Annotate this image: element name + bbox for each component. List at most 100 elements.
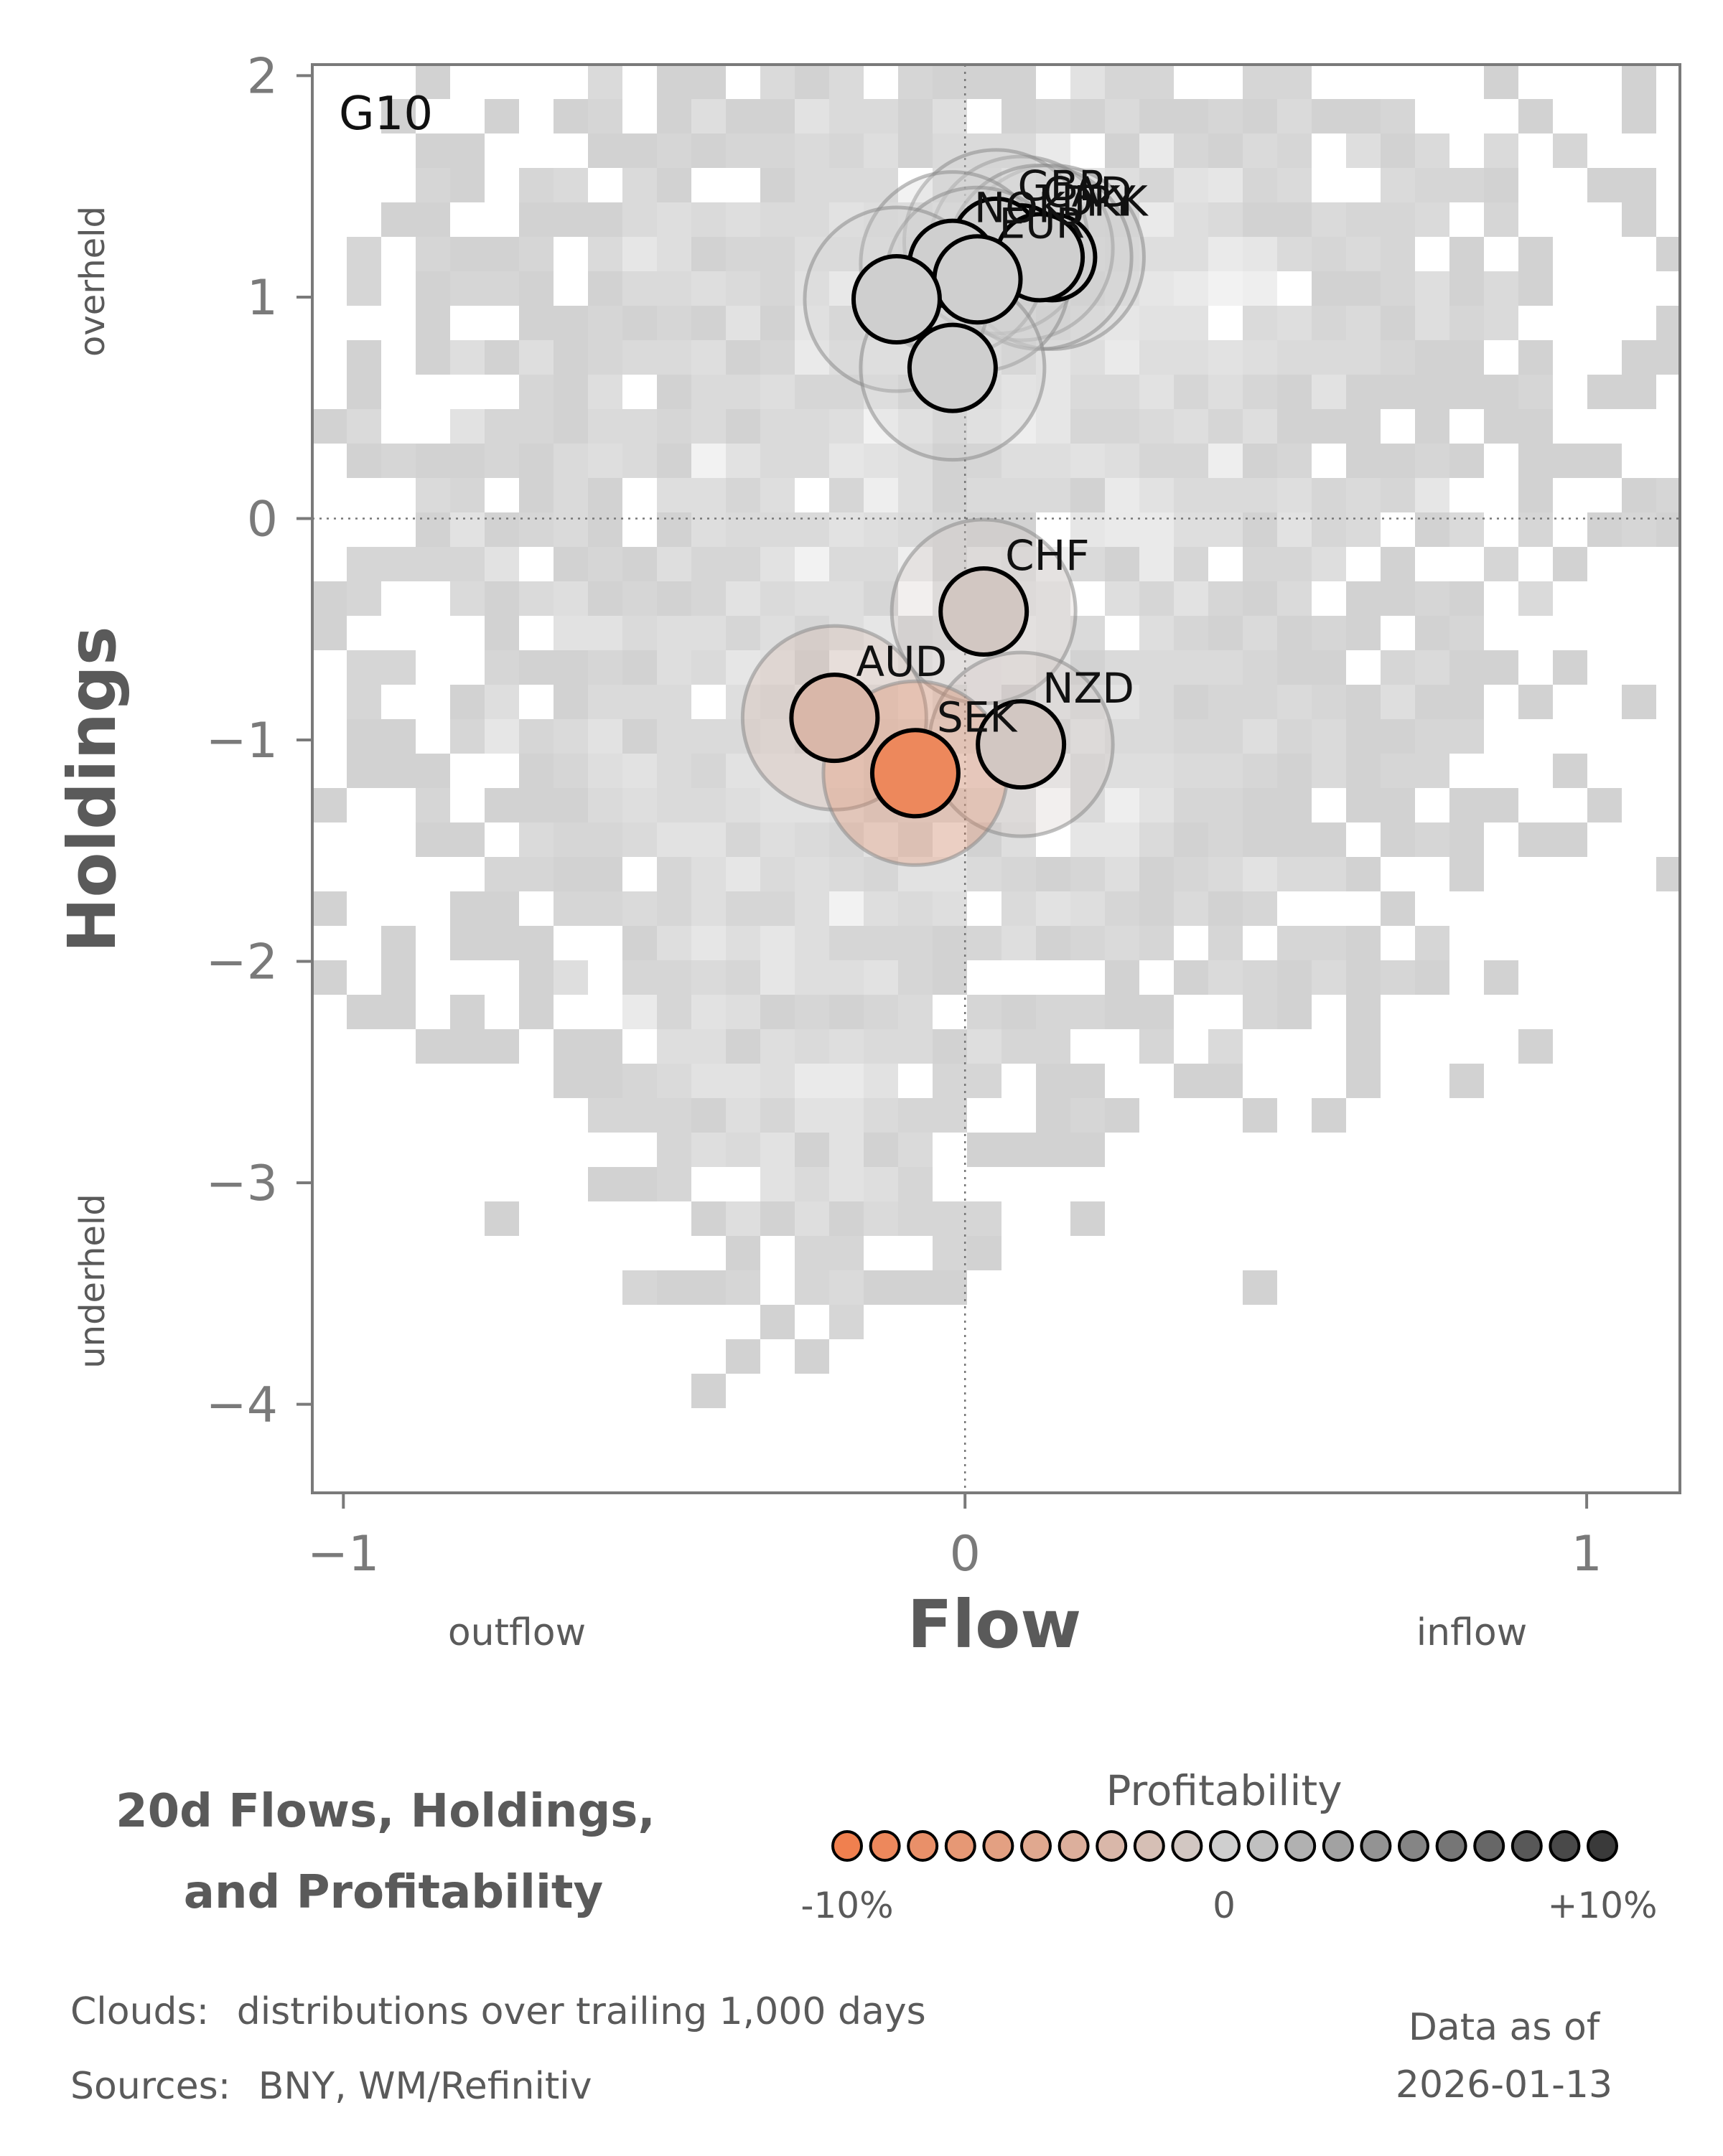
point-unlabeled-7[interactable] <box>907 322 998 413</box>
cloud-cell-461 <box>760 581 795 616</box>
cloud-cell-320 <box>1415 409 1449 444</box>
cloud-cell-753 <box>795 926 829 960</box>
cloud-cell-458 <box>657 581 691 616</box>
cloud-cell-234 <box>726 340 760 375</box>
cloud-cell-372 <box>1001 478 1036 512</box>
cloud-cell-17 <box>1622 65 1656 99</box>
cloud-cell-378 <box>1208 478 1243 512</box>
cloud-layer <box>312 65 1680 1408</box>
cloud-cell-804 <box>864 995 898 1029</box>
cloud-cell-626 <box>1243 754 1277 788</box>
point-eur[interactable] <box>932 234 1023 325</box>
cloud-cell-50 <box>691 133 726 168</box>
cloud-cell-470 <box>1139 581 1174 616</box>
cloud-cell-445 <box>1277 547 1312 581</box>
cloud-cell-2 <box>657 65 691 99</box>
point-unlabeled-6[interactable] <box>851 254 942 345</box>
cloud-cell-547 <box>760 685 795 719</box>
cloud-cell-217 <box>1312 306 1346 340</box>
cloud-cell-442 <box>1139 547 1174 581</box>
cloud-cell-249 <box>1243 340 1277 375</box>
cloud-cell-127 <box>1415 202 1449 237</box>
cloud-cell-725 <box>622 891 657 926</box>
cloud-cell-191 <box>1449 271 1484 306</box>
legend-title: Profitability <box>1106 1766 1342 1815</box>
cloud-cell-184 <box>1174 271 1208 306</box>
cloud-cell-793 <box>347 995 381 1029</box>
cloud-cell-786 <box>1243 960 1277 995</box>
cloud-cell-456 <box>588 581 622 616</box>
cloud-cell-892 <box>726 1201 760 1236</box>
cloud-cell-545 <box>657 685 691 719</box>
point-chf[interactable] <box>938 566 1029 657</box>
cloud-cell-31 <box>1001 99 1036 133</box>
point-sek[interactable] <box>869 728 961 819</box>
cloud-cell-107 <box>726 202 760 237</box>
cloud-cell-77 <box>657 168 691 202</box>
plot-frame <box>311 63 1681 1494</box>
cloud-cell-140 <box>760 237 795 271</box>
cloud-cell-826 <box>864 1029 898 1064</box>
cloud-cell-451 <box>347 581 381 616</box>
point-nzd[interactable] <box>976 699 1067 790</box>
cloud-cell-563 <box>1312 685 1346 719</box>
cloud-cell-868 <box>1243 1098 1277 1133</box>
cloud-cell-681 <box>1105 822 1139 857</box>
cloud-cell-194 <box>416 306 450 340</box>
legend-swatch-15 <box>1398 1830 1429 1862</box>
legend-swatch-10 <box>1209 1830 1241 1862</box>
cloud-cell-887 <box>829 1167 864 1201</box>
cloud-cell-293 <box>450 409 485 444</box>
cloud-cell-255 <box>1449 340 1484 375</box>
point-label-chf: CHF <box>1005 531 1089 580</box>
cloud-cell-349 <box>1243 444 1277 478</box>
cloud-cell-472 <box>1208 581 1243 616</box>
chart-title-line-1: 20d Flows, Holdings, <box>116 1785 655 1838</box>
cloud-cell-74 <box>519 168 554 202</box>
cloud-cell-195 <box>519 306 554 340</box>
cloud-cell-348 <box>1208 444 1243 478</box>
cloud-cell-24 <box>726 99 760 133</box>
cloud-cell-434 <box>864 547 898 581</box>
cloud-cell-702 <box>829 857 864 891</box>
cloud-cell-778 <box>795 960 829 995</box>
cloud-cell-317 <box>1277 409 1312 444</box>
cloud-cell-706 <box>967 857 1001 891</box>
cloud-cell-342 <box>1001 444 1036 478</box>
cloud-cell-411 <box>1277 512 1312 547</box>
cloud-cell-610 <box>691 754 726 788</box>
cloud-cell-600 <box>1415 719 1449 754</box>
cloud-cell-453 <box>485 581 519 616</box>
cloud-cell-910 <box>795 1270 829 1305</box>
cloud-cell-169 <box>657 271 691 306</box>
cloud-cell-711 <box>1139 857 1174 891</box>
cloud-cell-422 <box>416 547 450 581</box>
cloud-cell-508 <box>381 650 416 685</box>
cloud-cell-717 <box>1346 857 1381 891</box>
cloud-cell-414 <box>1415 512 1449 547</box>
cloud-cell-839 <box>657 1064 691 1098</box>
point-aud[interactable] <box>789 672 880 764</box>
cloud-cell-723 <box>554 891 588 926</box>
x-tick-label-0: −1 <box>307 1526 379 1583</box>
cloud-cell-658 <box>1346 788 1381 822</box>
cloud-cell-759 <box>1001 926 1036 960</box>
footer: Clouds: distributions over trailing 1,00… <box>70 1990 1612 2108</box>
cloud-cell-882 <box>588 1167 622 1201</box>
cloud-cell-52 <box>760 133 795 168</box>
cloud-cell-335 <box>760 444 795 478</box>
cloud-cell-173 <box>795 271 829 306</box>
legend-swatch-3 <box>944 1830 976 1862</box>
cloud-cell-279 <box>1208 375 1243 409</box>
cloud-cell-313 <box>1139 409 1174 444</box>
cloud-cell-762 <box>1105 926 1139 960</box>
cloud-cell-592 <box>1139 719 1174 754</box>
cloud-cell-339 <box>898 444 933 478</box>
cloud-cell-319 <box>1346 409 1381 444</box>
cloud-cell-38 <box>1243 99 1277 133</box>
legend-swatch-14 <box>1360 1830 1392 1862</box>
cloud-cell-459 <box>691 581 726 616</box>
cloud-cell-514 <box>657 650 691 685</box>
cloud-cell-852 <box>1346 1064 1381 1098</box>
cloud-cell-682 <box>1139 822 1174 857</box>
